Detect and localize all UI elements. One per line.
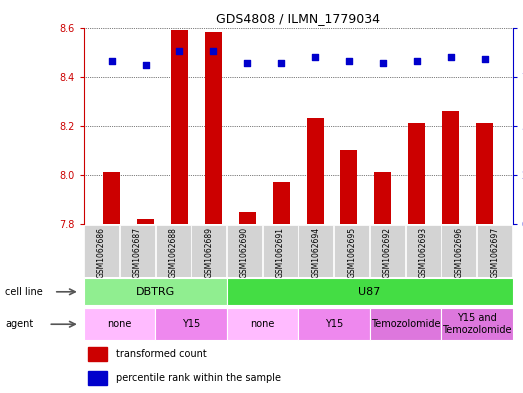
Bar [205,32,222,224]
Text: GSM1062694: GSM1062694 [312,227,321,278]
Point [345,58,353,64]
FancyBboxPatch shape [406,224,441,277]
Bar [374,173,391,224]
Point [277,60,286,66]
FancyBboxPatch shape [263,224,298,277]
Text: Y15: Y15 [182,319,200,329]
FancyBboxPatch shape [441,308,513,340]
FancyBboxPatch shape [477,224,512,277]
Bar [442,111,459,224]
Text: agent: agent [5,319,33,329]
FancyBboxPatch shape [84,308,155,340]
FancyBboxPatch shape [299,224,334,277]
Text: GSM1062692: GSM1062692 [383,227,392,278]
FancyBboxPatch shape [227,224,262,277]
Bar [340,151,357,224]
Point [141,62,150,68]
Bar [171,30,188,224]
Text: GSM1062688: GSM1062688 [168,227,177,277]
Point [209,48,218,54]
Point [379,60,387,66]
FancyBboxPatch shape [120,224,155,277]
Bar [306,118,324,224]
Point [447,54,455,60]
FancyBboxPatch shape [226,278,513,305]
Text: GSM1062690: GSM1062690 [240,227,249,278]
Bar [88,371,107,385]
Text: GSM1062695: GSM1062695 [347,227,356,278]
FancyBboxPatch shape [155,308,226,340]
FancyBboxPatch shape [298,308,370,340]
Text: GSM1062686: GSM1062686 [97,227,106,278]
Text: percentile rank within the sample: percentile rank within the sample [116,373,281,383]
Text: GSM1062696: GSM1062696 [454,227,463,278]
Bar [88,347,107,361]
Point [175,48,184,54]
FancyBboxPatch shape [370,308,441,340]
Text: Y15 and
Temozolomide: Y15 and Temozolomide [442,314,511,335]
Bar [103,173,120,224]
Text: none: none [250,319,275,329]
Point [243,60,252,66]
Text: DBTRG: DBTRG [135,287,175,297]
Text: Temozolomide: Temozolomide [371,319,440,329]
Text: Y15: Y15 [325,319,343,329]
Bar [137,219,154,224]
Title: GDS4808 / ILMN_1779034: GDS4808 / ILMN_1779034 [216,12,380,25]
FancyBboxPatch shape [441,224,476,277]
Text: U87: U87 [358,287,381,297]
Text: transformed count: transformed count [116,349,207,359]
Point [311,54,319,60]
Text: GSM1062691: GSM1062691 [276,227,285,278]
FancyBboxPatch shape [334,224,369,277]
Text: cell line: cell line [5,287,43,297]
FancyBboxPatch shape [84,278,226,305]
Bar [476,123,493,224]
FancyBboxPatch shape [226,308,298,340]
Text: GSM1062693: GSM1062693 [419,227,428,278]
Point [413,58,421,64]
FancyBboxPatch shape [155,224,190,277]
Bar [272,182,290,224]
FancyBboxPatch shape [84,224,119,277]
FancyBboxPatch shape [191,224,226,277]
Text: none: none [107,319,132,329]
Bar [239,212,256,224]
Bar [408,123,425,224]
Text: GSM1062689: GSM1062689 [204,227,213,278]
Point [481,56,489,62]
Text: GSM1062697: GSM1062697 [490,227,499,278]
Text: GSM1062687: GSM1062687 [133,227,142,278]
FancyBboxPatch shape [370,224,405,277]
Point [107,58,116,64]
